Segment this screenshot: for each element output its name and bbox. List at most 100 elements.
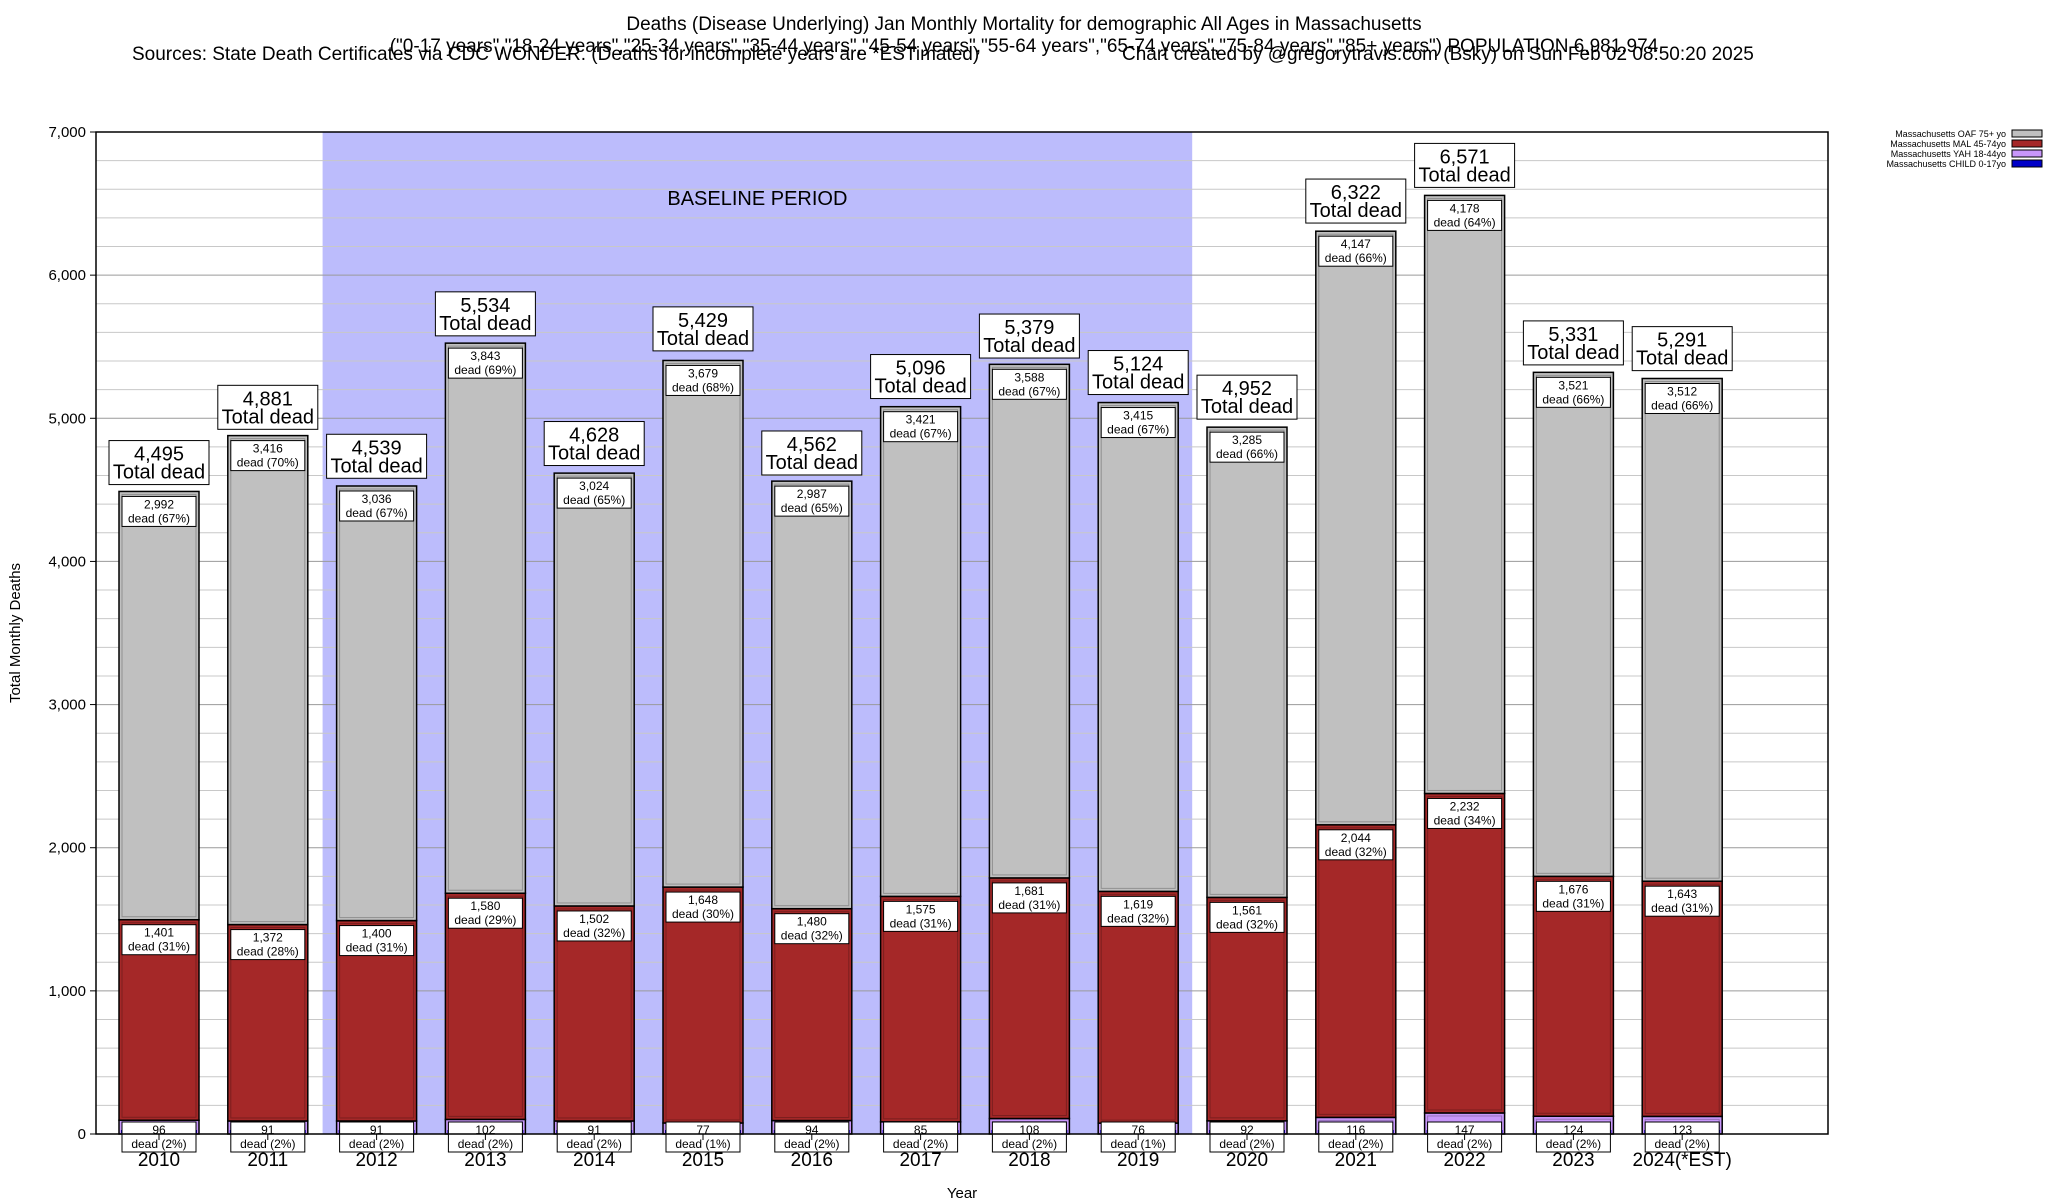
- total-word-label: Total dead: [874, 376, 966, 398]
- bar-inner-border: [1427, 795, 1503, 1111]
- segment-value-label: 1,561: [1232, 903, 1262, 917]
- legend-swatch: [2011, 159, 2043, 168]
- segment-label-box: [1644, 885, 1720, 917]
- segment-pct-label: dead (2%): [784, 1137, 839, 1151]
- segment-label-box: [1535, 880, 1611, 912]
- segment-label-box: [339, 490, 415, 522]
- segment-value-label: 1,400: [362, 927, 392, 941]
- bar-oaf: [1532, 371, 1615, 878]
- total-label-box: [108, 440, 210, 486]
- segment-label-box: [665, 891, 741, 923]
- segment-pct-label: dead (69%): [454, 363, 516, 377]
- total-label-box: [1305, 178, 1407, 224]
- bar-oaf: [335, 485, 418, 922]
- x-tick-label: 2021: [1335, 1150, 1377, 1171]
- total-label-box: [870, 354, 972, 400]
- total-label-box: [1087, 350, 1189, 396]
- segment-pct-label: dead (2%): [1219, 1137, 1274, 1151]
- bar-inner-border: [1644, 883, 1720, 1114]
- segment-value-label: 3,679: [688, 366, 718, 380]
- bar-oaf: [662, 359, 744, 888]
- bar-inner-border: [1318, 233, 1394, 823]
- segment-pct-label: dead (31%): [1542, 896, 1604, 910]
- segment-label-box: [230, 440, 306, 472]
- bar-inner-border: [447, 345, 523, 891]
- segment-label-box: [1318, 235, 1394, 267]
- bar-oaf: [1097, 401, 1179, 893]
- chart-title: Deaths (Disease Underlying) Jan Monthly …: [626, 14, 1422, 35]
- legend-swatch: [2011, 139, 2043, 148]
- total-word-label: Total dead: [439, 313, 531, 335]
- total-label-box: [761, 430, 863, 476]
- bar-mal: [662, 886, 744, 1124]
- x-tick-label: 2020: [1226, 1150, 1268, 1171]
- segment-label-box: [1209, 901, 1285, 933]
- total-label-box: [1196, 374, 1298, 420]
- segment-value-label: 1,480: [797, 915, 827, 929]
- bar-oaf: [1206, 426, 1288, 899]
- total-value-label: 4,495: [134, 444, 184, 466]
- bar-mal: [553, 905, 635, 1122]
- segment-value-label: 3,285: [1232, 433, 1262, 447]
- segment-value-label: 4,147: [1341, 237, 1371, 251]
- bar-inner-border: [665, 362, 741, 885]
- segment-pct-label: dead (32%): [1325, 845, 1387, 859]
- bar-inner-border: [1100, 893, 1176, 1121]
- total-label-box: [1414, 142, 1516, 188]
- bar-mal: [1097, 890, 1179, 1124]
- plot-frame: [95, 131, 1829, 1135]
- legend-entry: Massachusetts MAL 45-74yo: [1890, 139, 2006, 149]
- bar-inner-border: [1209, 899, 1285, 1119]
- total-value-label: 5,331: [1548, 324, 1598, 346]
- legend-swatch: [2011, 129, 2043, 138]
- bar-inner-border: [556, 475, 632, 904]
- segment-value-label: 1,676: [1558, 882, 1588, 896]
- segment-label-box: [883, 411, 959, 443]
- bar-oaf: [1315, 230, 1397, 826]
- segment-pct-label: dead (2%): [1546, 1137, 1601, 1151]
- segment-value-label: 1,580: [470, 899, 500, 913]
- bar-inner-border: [339, 923, 415, 1119]
- y-tick-label: 5,000: [48, 410, 86, 427]
- segment-pct-label: dead (29%): [454, 913, 516, 927]
- segment-label-box: [556, 910, 632, 942]
- segment-pct-label: dead (2%): [1002, 1137, 1057, 1151]
- segment-label-box: [991, 1121, 1067, 1153]
- segment-value-label: 3,421: [906, 413, 936, 427]
- bar-oaf: [771, 480, 853, 910]
- total-value-label: 5,096: [896, 358, 946, 380]
- segment-label-box: [991, 882, 1067, 914]
- segment-label-box: [665, 364, 741, 396]
- segment-label-box: [1100, 895, 1176, 927]
- bar-inner-border: [774, 911, 850, 1119]
- bar-inner-border: [1100, 405, 1176, 889]
- bar-oaf: [1423, 194, 1506, 795]
- segment-pct-label: dead (28%): [237, 945, 299, 959]
- segment-value-label: 3,521: [1558, 378, 1588, 392]
- bar-inner-border: [883, 898, 959, 1120]
- legend-entry: Massachusetts CHILD 0-17yo: [1886, 159, 2006, 169]
- segment-label-box: [1100, 407, 1176, 439]
- segment-pct-label: dead (32%): [1216, 917, 1278, 931]
- segment-pct-label: dead (2%): [1437, 1137, 1492, 1151]
- segment-pct-label: dead (65%): [563, 493, 625, 507]
- bar-mal: [1532, 875, 1615, 1118]
- bar-inner-border: [665, 889, 741, 1121]
- segment-value-label: 2,044: [1341, 831, 1371, 845]
- x-tick-label: 2018: [1008, 1150, 1050, 1171]
- segment-pct-label: dead (2%): [458, 1137, 513, 1151]
- bar-mal: [1315, 824, 1397, 1119]
- segment-pct-label: dead (67%): [128, 511, 190, 525]
- segment-value-label: 1,502: [579, 912, 609, 926]
- y-tick-label: 4,000: [48, 553, 86, 570]
- segment-pct-label: dead (30%): [672, 907, 734, 921]
- bar-inner-border: [991, 880, 1067, 1117]
- segment-label-box: [1644, 382, 1720, 414]
- bar-inner-border: [991, 366, 1067, 876]
- segment-pct-label: dead (1%): [675, 1137, 730, 1151]
- segment-pct-label: dead (67%): [1107, 423, 1169, 437]
- bar-inner-border: [1535, 374, 1611, 874]
- total-word-label: Total dead: [1636, 348, 1728, 370]
- total-word-label: Total dead: [766, 452, 858, 474]
- segment-pct-label: dead (2%): [893, 1137, 948, 1151]
